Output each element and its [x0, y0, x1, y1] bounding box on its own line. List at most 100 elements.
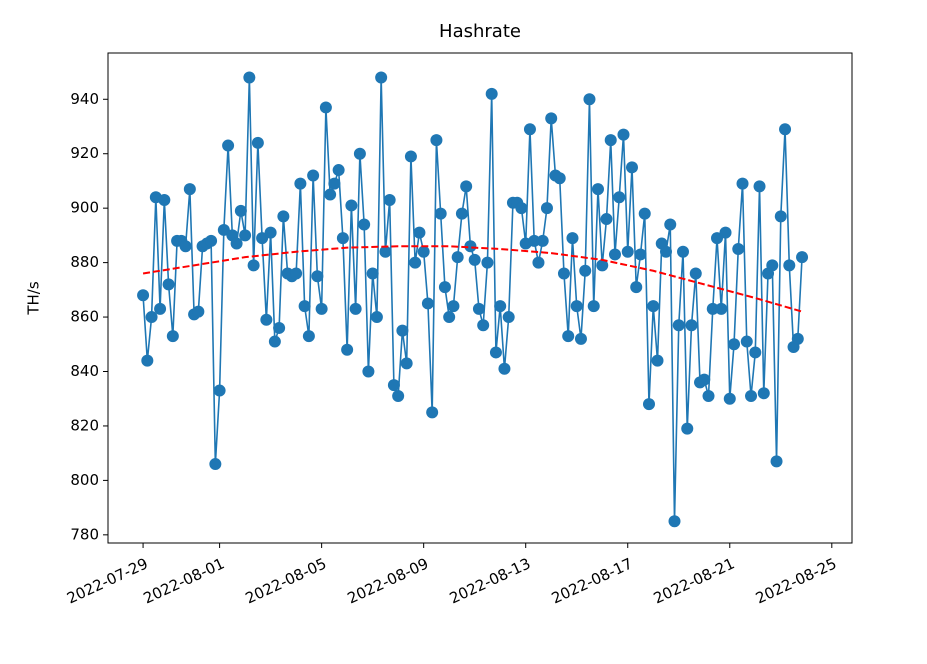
y-tick-label: 780 — [70, 525, 99, 543]
point — [660, 245, 672, 258]
point — [464, 240, 477, 253]
point — [290, 267, 303, 280]
point — [779, 123, 792, 136]
point — [596, 259, 609, 272]
point — [634, 248, 647, 261]
point — [574, 332, 587, 345]
point — [400, 357, 413, 370]
series-line — [142, 77, 803, 522]
point — [583, 93, 596, 106]
point — [247, 259, 260, 272]
point — [587, 300, 600, 313]
point — [570, 300, 583, 313]
point — [540, 202, 553, 215]
point — [409, 256, 422, 269]
point — [706, 302, 719, 315]
point — [302, 330, 315, 343]
point — [468, 253, 481, 266]
point — [217, 223, 230, 236]
point — [672, 319, 685, 332]
point — [438, 281, 451, 294]
y-tick-label: 880 — [70, 253, 99, 271]
point — [732, 243, 745, 255]
x-tick-label: 2022-08-01 — [141, 554, 228, 607]
point — [630, 281, 643, 294]
point — [315, 302, 328, 315]
chart-title: Hashrate — [439, 21, 521, 42]
point — [553, 172, 566, 185]
point — [392, 390, 405, 402]
point — [566, 232, 579, 245]
y-tick-label: 940 — [70, 90, 99, 108]
point — [404, 150, 417, 163]
point — [791, 332, 804, 345]
point — [796, 251, 809, 264]
point — [145, 311, 158, 324]
y-tick-label: 920 — [70, 144, 99, 162]
point — [434, 207, 447, 220]
point — [349, 302, 362, 315]
point — [651, 354, 664, 367]
point — [515, 202, 528, 215]
point — [557, 267, 570, 280]
point — [294, 177, 307, 190]
point — [158, 194, 171, 206]
point — [562, 330, 575, 343]
point — [685, 319, 698, 332]
x-tick-label: 2022-08-17 — [549, 554, 636, 607]
point — [770, 455, 783, 468]
point — [213, 384, 226, 397]
point — [481, 256, 494, 269]
point — [421, 297, 434, 310]
trend-line — [142, 245, 803, 313]
point — [264, 226, 277, 239]
point — [268, 335, 281, 348]
point — [489, 346, 502, 359]
point — [311, 270, 324, 283]
point — [604, 134, 617, 147]
point — [677, 245, 690, 258]
point — [617, 128, 630, 141]
point — [430, 134, 443, 147]
point — [362, 365, 375, 378]
y-tick-label: 800 — [70, 471, 99, 489]
point — [370, 311, 383, 324]
x-tick-label: 2022-08-13 — [447, 554, 534, 607]
point — [162, 278, 175, 291]
point — [251, 136, 264, 149]
point — [600, 213, 613, 226]
point — [455, 207, 468, 220]
x-tick-label: 2022-08-05 — [243, 554, 330, 607]
point — [494, 300, 507, 313]
point — [625, 161, 638, 174]
point — [740, 335, 753, 348]
point — [154, 302, 167, 315]
point — [358, 218, 371, 231]
point — [345, 199, 358, 212]
point — [736, 177, 749, 190]
point — [647, 300, 660, 313]
point — [545, 112, 558, 125]
point — [447, 300, 460, 313]
point — [336, 232, 349, 245]
point — [723, 392, 736, 405]
point — [749, 346, 762, 359]
point — [179, 240, 192, 253]
point — [638, 207, 651, 220]
point — [426, 406, 439, 419]
point — [256, 232, 269, 245]
point — [532, 256, 545, 269]
y-tick-label: 860 — [70, 308, 99, 326]
point — [328, 177, 341, 190]
point — [451, 251, 464, 264]
point — [485, 87, 498, 100]
point — [528, 234, 541, 247]
point — [443, 311, 456, 324]
point — [472, 302, 485, 315]
point — [591, 183, 604, 196]
point — [642, 398, 655, 411]
y-tick-label: 820 — [70, 416, 99, 434]
point — [774, 210, 787, 223]
point — [608, 248, 621, 261]
point — [753, 180, 766, 193]
